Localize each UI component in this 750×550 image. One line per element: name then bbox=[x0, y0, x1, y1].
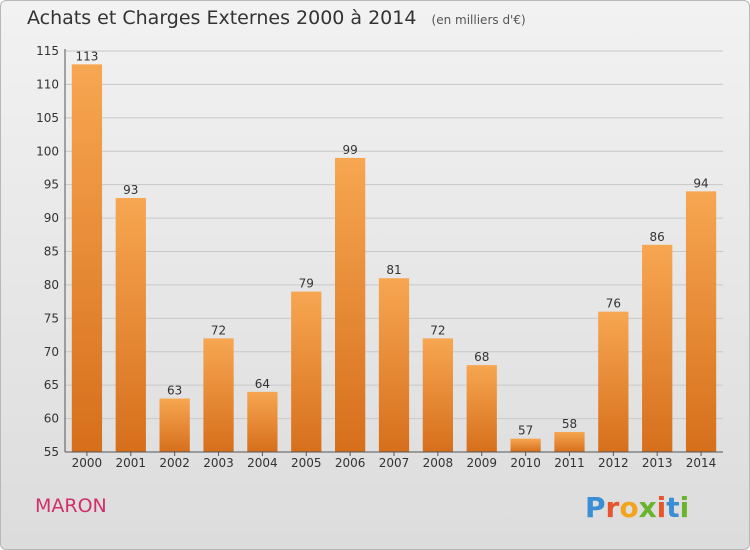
bar bbox=[466, 365, 497, 452]
bar bbox=[510, 438, 541, 452]
y-tick-label: 70 bbox=[44, 345, 59, 359]
bar-value-label: 57 bbox=[518, 424, 533, 438]
logo-letter: r bbox=[605, 491, 620, 524]
logo-letter: i bbox=[679, 491, 690, 524]
bar bbox=[598, 311, 629, 452]
bar-value-label: 94 bbox=[693, 176, 708, 190]
bar bbox=[247, 391, 278, 452]
y-tick-label: 110 bbox=[36, 77, 59, 91]
proxiti-logo[interactable]: Proxiti bbox=[585, 491, 689, 524]
y-tick-label: 75 bbox=[44, 311, 59, 325]
chart-title: Achats et Charges Externes 2000 à 2014 bbox=[27, 7, 417, 29]
bar-value-label: 63 bbox=[167, 384, 182, 398]
x-tick-label: 2006 bbox=[335, 456, 366, 470]
x-tick-label: 2009 bbox=[466, 456, 497, 470]
bar-value-label: 58 bbox=[562, 417, 577, 431]
bar bbox=[291, 291, 322, 452]
logo-letter: o bbox=[619, 491, 639, 524]
place-name: MARON bbox=[35, 495, 107, 517]
y-tick-label: 85 bbox=[44, 245, 59, 259]
bar-value-label: 72 bbox=[211, 323, 226, 337]
bar-value-label: 64 bbox=[255, 377, 270, 391]
y-tick-label: 60 bbox=[44, 412, 59, 426]
x-tick-label: 2004 bbox=[247, 456, 278, 470]
bar bbox=[642, 244, 673, 452]
x-tick-label: 2001 bbox=[116, 456, 147, 470]
bar-value-label: 86 bbox=[650, 230, 665, 244]
title-row: Achats et Charges Externes 2000 à 2014 (… bbox=[27, 7, 526, 29]
bar-value-label: 76 bbox=[606, 297, 621, 311]
bar-value-label: 72 bbox=[430, 323, 445, 337]
x-tick-label: 2002 bbox=[159, 456, 190, 470]
y-tick-label: 55 bbox=[44, 445, 59, 459]
y-tick-label: 100 bbox=[36, 144, 59, 158]
bar-value-label: 113 bbox=[75, 49, 98, 63]
bar-value-label: 81 bbox=[386, 263, 401, 277]
y-tick-label: 115 bbox=[36, 44, 59, 58]
bar bbox=[685, 191, 717, 452]
y-tick-label: 65 bbox=[44, 378, 59, 392]
bar bbox=[378, 278, 410, 452]
bar-value-label: 79 bbox=[299, 277, 314, 291]
x-tick-label: 2012 bbox=[598, 456, 629, 470]
x-tick-label: 2003 bbox=[203, 456, 234, 470]
bar-value-label: 68 bbox=[474, 350, 489, 364]
x-tick-label: 2008 bbox=[423, 456, 454, 470]
logo-letter: t bbox=[666, 491, 680, 524]
bar bbox=[115, 198, 146, 452]
x-tick-label: 2005 bbox=[291, 456, 322, 470]
x-tick-label: 2000 bbox=[72, 456, 103, 470]
x-tick-label: 2011 bbox=[554, 456, 585, 470]
chart-unit: (en milliers d'€) bbox=[431, 13, 526, 27]
x-tick-label: 2007 bbox=[379, 456, 410, 470]
x-tick-label: 2014 bbox=[686, 456, 717, 470]
bar-value-label: 99 bbox=[342, 143, 357, 157]
logo-letter: i bbox=[656, 491, 667, 524]
x-tick-label: 2010 bbox=[510, 456, 541, 470]
bar bbox=[159, 398, 190, 452]
bar bbox=[203, 338, 234, 452]
bar bbox=[422, 338, 454, 452]
bar-value-label: 93 bbox=[123, 183, 138, 197]
y-tick-label: 105 bbox=[36, 111, 59, 125]
bar bbox=[554, 431, 585, 452]
y-tick-label: 90 bbox=[44, 211, 59, 225]
x-tick-label: 2013 bbox=[642, 456, 673, 470]
y-tick-label: 95 bbox=[44, 178, 59, 192]
y-tick-label: 80 bbox=[44, 278, 59, 292]
logo-letter: x bbox=[638, 491, 657, 524]
bar bbox=[71, 64, 103, 452]
logo-letter: P bbox=[585, 491, 606, 524]
bar bbox=[334, 157, 366, 452]
